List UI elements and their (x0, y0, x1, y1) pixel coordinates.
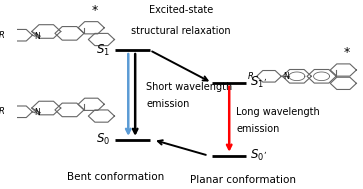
Text: $S_1$: $S_1$ (96, 43, 110, 58)
Text: R: R (247, 72, 253, 81)
Text: Excited-state: Excited-state (149, 5, 213, 15)
Text: *: * (344, 46, 350, 59)
Text: N: N (35, 108, 40, 117)
Text: structural relaxation: structural relaxation (131, 26, 231, 36)
Text: Planar conformation: Planar conformation (190, 175, 296, 185)
Text: emission: emission (146, 99, 189, 109)
Text: N: N (35, 32, 40, 41)
Text: $S_0$: $S_0$ (96, 132, 110, 147)
Text: R: R (0, 31, 4, 40)
Text: $S_0$$^,$: $S_0$$^,$ (250, 148, 267, 163)
Text: *: * (91, 4, 98, 17)
Text: Long wavelength: Long wavelength (236, 107, 320, 117)
Text: N: N (284, 72, 289, 81)
Text: R: R (0, 107, 4, 116)
Text: emission: emission (236, 124, 280, 134)
Text: Bent conformation: Bent conformation (66, 172, 164, 182)
Text: Short wavelength: Short wavelength (146, 82, 232, 92)
Text: $S_1$$^,$: $S_1$$^,$ (250, 75, 267, 90)
